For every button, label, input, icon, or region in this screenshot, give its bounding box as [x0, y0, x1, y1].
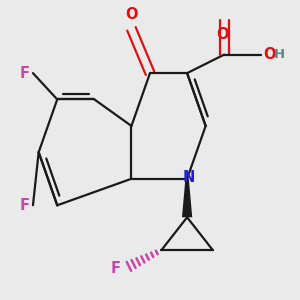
Text: F: F: [20, 66, 29, 81]
Text: O: O: [125, 7, 138, 22]
Text: O: O: [217, 28, 229, 43]
Text: O: O: [263, 46, 275, 62]
Text: F: F: [20, 198, 29, 213]
Text: N: N: [182, 170, 195, 185]
Polygon shape: [182, 179, 192, 217]
Text: F: F: [111, 261, 121, 276]
Text: H: H: [273, 47, 284, 61]
